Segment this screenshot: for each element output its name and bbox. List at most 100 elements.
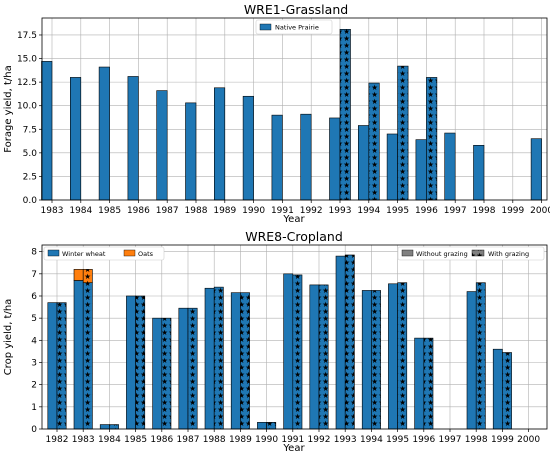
y-tick-label: 3 bbox=[31, 358, 37, 368]
legend-swatch-native-prairie bbox=[259, 23, 272, 31]
plot-frame bbox=[41, 244, 548, 430]
bar-native-prairie-1993 bbox=[329, 117, 341, 201]
bar-winter-wheat-with-grazing-1996-hatch bbox=[423, 338, 433, 429]
legend-swatch-oats bbox=[123, 249, 136, 257]
bar-native-prairie-1986 bbox=[127, 76, 139, 201]
x-tick-label: 1994 bbox=[360, 435, 383, 445]
bar-winter-wheat-without-grazing-1994 bbox=[361, 290, 372, 430]
y-tick-label: 5.0 bbox=[23, 149, 38, 159]
bars bbox=[41, 29, 542, 201]
x-axis-label: Year bbox=[282, 214, 305, 225]
legend-box bbox=[255, 19, 333, 35]
x-tick-label: 1992 bbox=[300, 206, 323, 216]
x-tick-label: 1997 bbox=[444, 206, 467, 216]
y-tick-label: 7.5 bbox=[23, 125, 37, 135]
bar-winter-wheat-with-grazing-1989-hatch bbox=[240, 292, 250, 429]
bar-native-prairie-1987 bbox=[156, 90, 168, 201]
bar-grazed-1995-hatch bbox=[397, 66, 409, 200]
x-tick-label: 1991 bbox=[271, 206, 294, 216]
plot-frame bbox=[41, 17, 548, 201]
legend: Native Prairie bbox=[255, 19, 333, 35]
bar-winter-wheat-without-grazing-1993 bbox=[335, 255, 346, 430]
y-tick-label: 4 bbox=[31, 336, 37, 346]
x-tick-label: 1983 bbox=[41, 206, 64, 216]
bars bbox=[47, 254, 512, 430]
legend-label-native-prairie: Native Prairie bbox=[275, 24, 319, 32]
bar-native-prairie-1995 bbox=[386, 133, 398, 201]
grid bbox=[42, 18, 547, 201]
bar-native-prairie-1990 bbox=[242, 95, 254, 201]
bar-native-prairie-1991 bbox=[271, 114, 283, 201]
x-tick-label: 1998 bbox=[473, 206, 496, 216]
x-tick-label: 1995 bbox=[386, 206, 409, 216]
bar-winter-wheat-without-grazing-1986 bbox=[152, 317, 163, 430]
bar-winter-wheat-with-grazing-1985-hatch bbox=[135, 295, 145, 429]
legend-label-winter-wheat: Winter wheat bbox=[62, 250, 106, 258]
bar-winter-wheat-without-grazing-1987 bbox=[178, 307, 189, 430]
bar-native-prairie-1994 bbox=[357, 125, 370, 201]
x-tick-label: 1990 bbox=[242, 206, 265, 216]
chart-title: WRE8-Cropland bbox=[245, 229, 343, 244]
x-tick-label: 1984 bbox=[98, 435, 121, 445]
bar-winter-wheat-with-grazing-1983-hatch bbox=[83, 282, 93, 429]
bar-winter-wheat-with-grazing-1993-hatch bbox=[345, 254, 355, 429]
bar-winter-wheat-without-grazing-1989 bbox=[230, 292, 241, 430]
x-tick-label: 1985 bbox=[98, 206, 121, 216]
legend-label-with-grazing: With grazing bbox=[488, 250, 529, 258]
bar-winter-wheat-with-grazing-1992-hatch bbox=[319, 284, 329, 429]
ticks: 0 1 2 3 4 5 6 7 8 1982 1983 1984 1985 1986 1987 1988 198… bbox=[31, 248, 540, 445]
y-tick-label: 1 bbox=[31, 403, 37, 413]
bar-winter-wheat-without-grazing-1985 bbox=[126, 295, 136, 430]
x-tick-label: 1998 bbox=[465, 435, 488, 445]
bar-winter-wheat-with-grazing-1986-hatch bbox=[161, 318, 171, 429]
x-tick-label: 1986 bbox=[127, 206, 150, 216]
legend-swatch-winter-wheat bbox=[47, 249, 60, 257]
bar-native-prairie-1996 bbox=[415, 139, 427, 201]
bar-winter-wheat-with-grazing-1994-hatch bbox=[371, 290, 381, 429]
bar-oats-with-grazing-1983-hatch bbox=[83, 269, 93, 283]
bar-winter-wheat-with-grazing-1990-hatch bbox=[266, 422, 276, 429]
bar-native-prairie-1998 bbox=[473, 145, 485, 201]
x-tick-label: 1987 bbox=[177, 435, 200, 445]
bar-native-prairie-1988 bbox=[185, 102, 197, 201]
legend-box bbox=[397, 246, 545, 261]
bar-native-prairie-1997 bbox=[444, 132, 456, 201]
legend-swatch-without-grazing bbox=[401, 249, 414, 257]
bar-native-prairie-1985 bbox=[98, 66, 110, 201]
x-tick-label: 1989 bbox=[213, 206, 236, 216]
bar-native-prairie-1989 bbox=[214, 87, 226, 201]
y-tick-label: 6 bbox=[31, 292, 37, 302]
legend-swatch-with-grazing-hatch bbox=[472, 250, 484, 256]
x-tick-label: 1982 bbox=[46, 435, 69, 445]
legend-treatment: Without grazing With grazing bbox=[397, 246, 545, 261]
y-tick-label: 0.0 bbox=[23, 196, 38, 206]
legend-label-oats: Oats bbox=[138, 250, 154, 258]
x-tick-label: 2000 bbox=[530, 206, 550, 216]
bar-grazed-1996-hatch bbox=[426, 77, 437, 200]
bar-winter-wheat-with-grazing-1988-hatch bbox=[214, 287, 224, 429]
bar-winter-wheat-without-grazing-1999 bbox=[492, 348, 503, 430]
bar-winter-wheat-with-grazing-1998-hatch bbox=[476, 282, 486, 429]
y-tick-label: 2.5 bbox=[23, 172, 37, 182]
x-tick-label: 1989 bbox=[229, 435, 252, 445]
x-tick-label: 1988 bbox=[203, 435, 226, 445]
bar-winter-wheat-without-grazing-1982 bbox=[47, 302, 58, 430]
y-axis-label: Crop yield, t/ha bbox=[3, 299, 14, 376]
y-tick-label: 8 bbox=[31, 248, 37, 258]
bar-native-prairie-1984 bbox=[70, 77, 82, 201]
x-tick-label: 1984 bbox=[69, 206, 92, 216]
y-tick-label: 7 bbox=[31, 270, 37, 280]
bar-winter-wheat-without-grazing-1991 bbox=[283, 273, 294, 430]
bar-grazed-1993-hatch bbox=[340, 29, 351, 200]
bar-winter-wheat-without-grazing-1988 bbox=[204, 287, 215, 430]
y-tick-label: 2 bbox=[31, 381, 37, 391]
bar-winter-wheat-with-grazing-1999-hatch bbox=[502, 352, 512, 429]
bar-winter-wheat-with-grazing-1984-hatch bbox=[109, 424, 119, 429]
x-tick-label: 1991 bbox=[281, 435, 304, 445]
bar-winter-wheat-without-grazing-1995 bbox=[388, 283, 398, 430]
x-tick-label: 1990 bbox=[255, 435, 278, 445]
x-tick-label: 1996 bbox=[415, 206, 438, 216]
bar-winter-wheat-without-grazing-1983 bbox=[73, 280, 84, 430]
